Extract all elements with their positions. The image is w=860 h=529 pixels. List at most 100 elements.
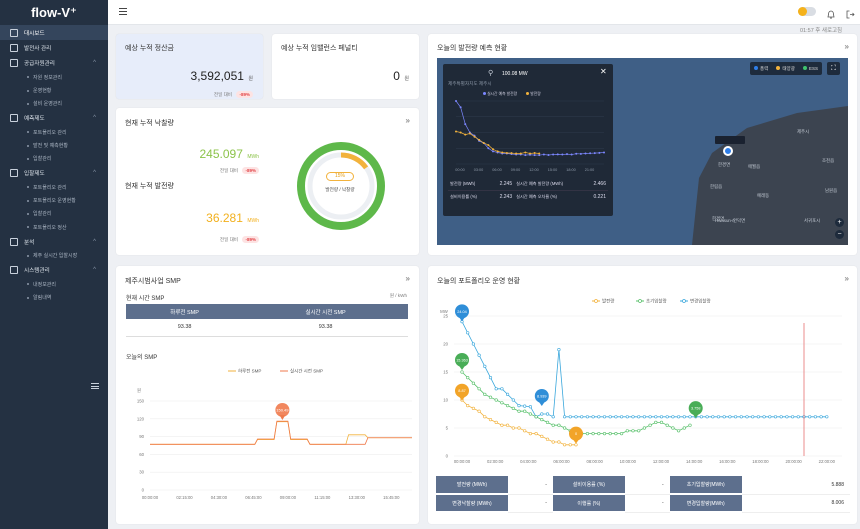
sidebar-item-10[interactable]: 입찰제도 ^ xyxy=(0,166,108,181)
sidebar-subitem-3[interactable]: 자원 정보관리 xyxy=(0,71,108,84)
sidebar-item-6[interactable]: 예측제도 ^ xyxy=(0,110,108,125)
initial-bid-point xyxy=(500,401,504,405)
dayahead-line xyxy=(150,421,412,445)
changed-bid-point xyxy=(711,415,715,419)
theme-toggle[interactable] xyxy=(798,7,816,16)
smp-today-title: 오늘의 SMP xyxy=(126,355,158,361)
portfolio-table-row: 변경낙찰량 (MWh) - 이행률 (%) - 변경입찰량(MWh) 8.006 xyxy=(436,494,850,513)
forecast-point xyxy=(570,153,573,156)
collapse-menu-icon[interactable] xyxy=(91,383,99,389)
forecast-point xyxy=(561,153,564,156)
portfolio-table-value: 8.006 xyxy=(741,494,850,513)
settlement-compare-badge: -89% xyxy=(236,91,253,98)
sidebar-subitem-13[interactable]: 입찰관리 xyxy=(0,207,108,220)
sidebar-item-1[interactable]: 발전사 관리 xyxy=(0,40,108,55)
changed-bid-point xyxy=(756,415,761,419)
donut-gen-arc xyxy=(307,152,375,220)
sidebar-subitem-11[interactable]: 포트폴리오 관리 xyxy=(0,181,108,194)
map-location-marker[interactable] xyxy=(723,146,733,156)
changed-bid-point xyxy=(699,415,704,419)
sidebar-subitem-18[interactable]: 내정보관리 xyxy=(0,278,108,291)
portfolio-more-button[interactable]: » xyxy=(844,274,849,283)
pin-bubble xyxy=(569,426,583,441)
generation-point xyxy=(511,426,515,430)
map-view[interactable]: 한경면 애월읍 제주시 한림읍 조천읍 한경면 안덕면 Hwasun-ri 서귀포시 남원읍 예래동… xyxy=(437,58,848,245)
settlement-card: 예상 누적 정산금 3,592,051 원 전일 대비 -89% xyxy=(116,34,263,99)
pin-tail xyxy=(458,316,466,322)
smp-ytick: 0 xyxy=(142,488,145,493)
changed-bid-point xyxy=(716,415,721,419)
forecast-point xyxy=(584,152,587,155)
gear-icon xyxy=(10,265,18,274)
smp-ytick: 150 xyxy=(137,399,145,404)
changed-bid-point xyxy=(825,415,829,419)
gen-value-row: 36.281 MWh xyxy=(206,209,259,227)
sidebar-item-0[interactable]: 대시보드 xyxy=(0,25,108,41)
popup-legend: 실시간 예측 발전량 발전량 xyxy=(483,92,541,97)
changed-bid-point xyxy=(580,415,584,419)
zoom-out-button[interactable]: − xyxy=(835,230,844,239)
bid-more-button[interactable]: » xyxy=(405,116,410,125)
logout-icon[interactable] xyxy=(846,6,855,19)
sidebar-subitem-7[interactable]: 포트폴리오 관리 xyxy=(0,126,108,139)
popup-cell: 2.466 xyxy=(584,178,608,191)
sidebar-subitem-16[interactable]: 제주 실시간 입찰시장 xyxy=(0,249,108,262)
sidebar-subitem-8[interactable]: 발전 및 예측현황 xyxy=(0,139,108,152)
legend-label: 변경입찰량 xyxy=(690,298,711,304)
pin-marker: 8.939 xyxy=(534,388,549,406)
changed-bid-point xyxy=(517,403,521,408)
changed-bid-point xyxy=(591,415,595,419)
bell-icon[interactable] xyxy=(827,6,835,19)
changed-bid-point xyxy=(466,331,470,335)
sidebar-subitem-9[interactable]: 입찰관리 xyxy=(0,152,108,165)
marker-tail xyxy=(279,414,286,420)
map-place-label: 남원읍 xyxy=(825,188,838,193)
forecast-more-button[interactable]: » xyxy=(844,42,849,51)
sidebar-subitem-5[interactable]: 설비 운영관리 xyxy=(0,97,108,110)
sidebar-item-17[interactable]: 시스템관리 ^ xyxy=(0,262,108,277)
sidebar-item-label: 입찰제도 xyxy=(24,171,45,178)
initial-bid-point xyxy=(534,415,538,419)
smp-more-button[interactable]: » xyxy=(405,274,410,283)
sidebar-subitem-12[interactable]: 포트폴리오 운영현황 xyxy=(0,194,108,207)
sidebar-subitem-19[interactable]: 알림내역 xyxy=(0,291,108,304)
initial-bid-point xyxy=(671,426,675,430)
map-pin-tooltip xyxy=(715,136,745,144)
legend-ess[interactable]: ESS xyxy=(802,66,818,71)
pin-marker: 24.04 xyxy=(455,304,469,322)
changed-bid-line xyxy=(461,321,827,418)
changed-bid-point xyxy=(688,415,692,419)
pin-marker: 15.363 xyxy=(455,352,469,370)
zoom-in-button[interactable]: + xyxy=(835,218,844,227)
sidebar-subitem-14[interactable]: 포트폴리오 정산 xyxy=(0,221,108,234)
sidebar-item-15[interactable]: 분석 ^ xyxy=(0,234,108,249)
changed-bid-point xyxy=(477,353,481,357)
generation-point xyxy=(574,443,578,447)
legend-solar[interactable]: 태양광 xyxy=(776,65,795,72)
generation-point xyxy=(528,432,532,436)
popup-cell: 0.221 xyxy=(593,194,606,200)
donut-label: 발전량 / 낙찰량 xyxy=(325,187,355,192)
forecast-point xyxy=(556,153,559,156)
generation-point xyxy=(551,440,555,444)
initial-bid-point xyxy=(466,375,470,380)
sidebar-subitem-4[interactable]: 운영현황 xyxy=(0,84,108,97)
pin-bubble xyxy=(455,352,469,367)
donut-percent-badge: 15% xyxy=(326,172,354,181)
generation-point xyxy=(492,148,494,151)
fullscreen-icon[interactable]: ⛶ xyxy=(827,62,840,75)
sidebar-item-2[interactable]: 공급자원관리 ^ xyxy=(0,55,108,70)
sidebar-item-label: 제주 실시간 입찰시장 xyxy=(33,253,78,260)
generation-point xyxy=(477,409,481,413)
popup-close-icon[interactable]: ✕ xyxy=(600,67,607,76)
menu-toggle-icon[interactable] xyxy=(119,8,127,15)
generation-point xyxy=(496,150,499,153)
initial-bid-point xyxy=(488,395,493,399)
sidebar: flow-V⁺ 대시보드 발전사 관리 공급자원관리 ^ 자원 정보관리 운영현황 설비 운… xyxy=(0,0,108,529)
smp-ylabel: 원 xyxy=(137,387,141,393)
changed-bid-point xyxy=(796,415,800,419)
legend-wind[interactable]: 풍력 xyxy=(754,65,768,72)
changed-bid-point xyxy=(785,415,789,419)
popup-xtick: 18:00 xyxy=(566,168,576,172)
